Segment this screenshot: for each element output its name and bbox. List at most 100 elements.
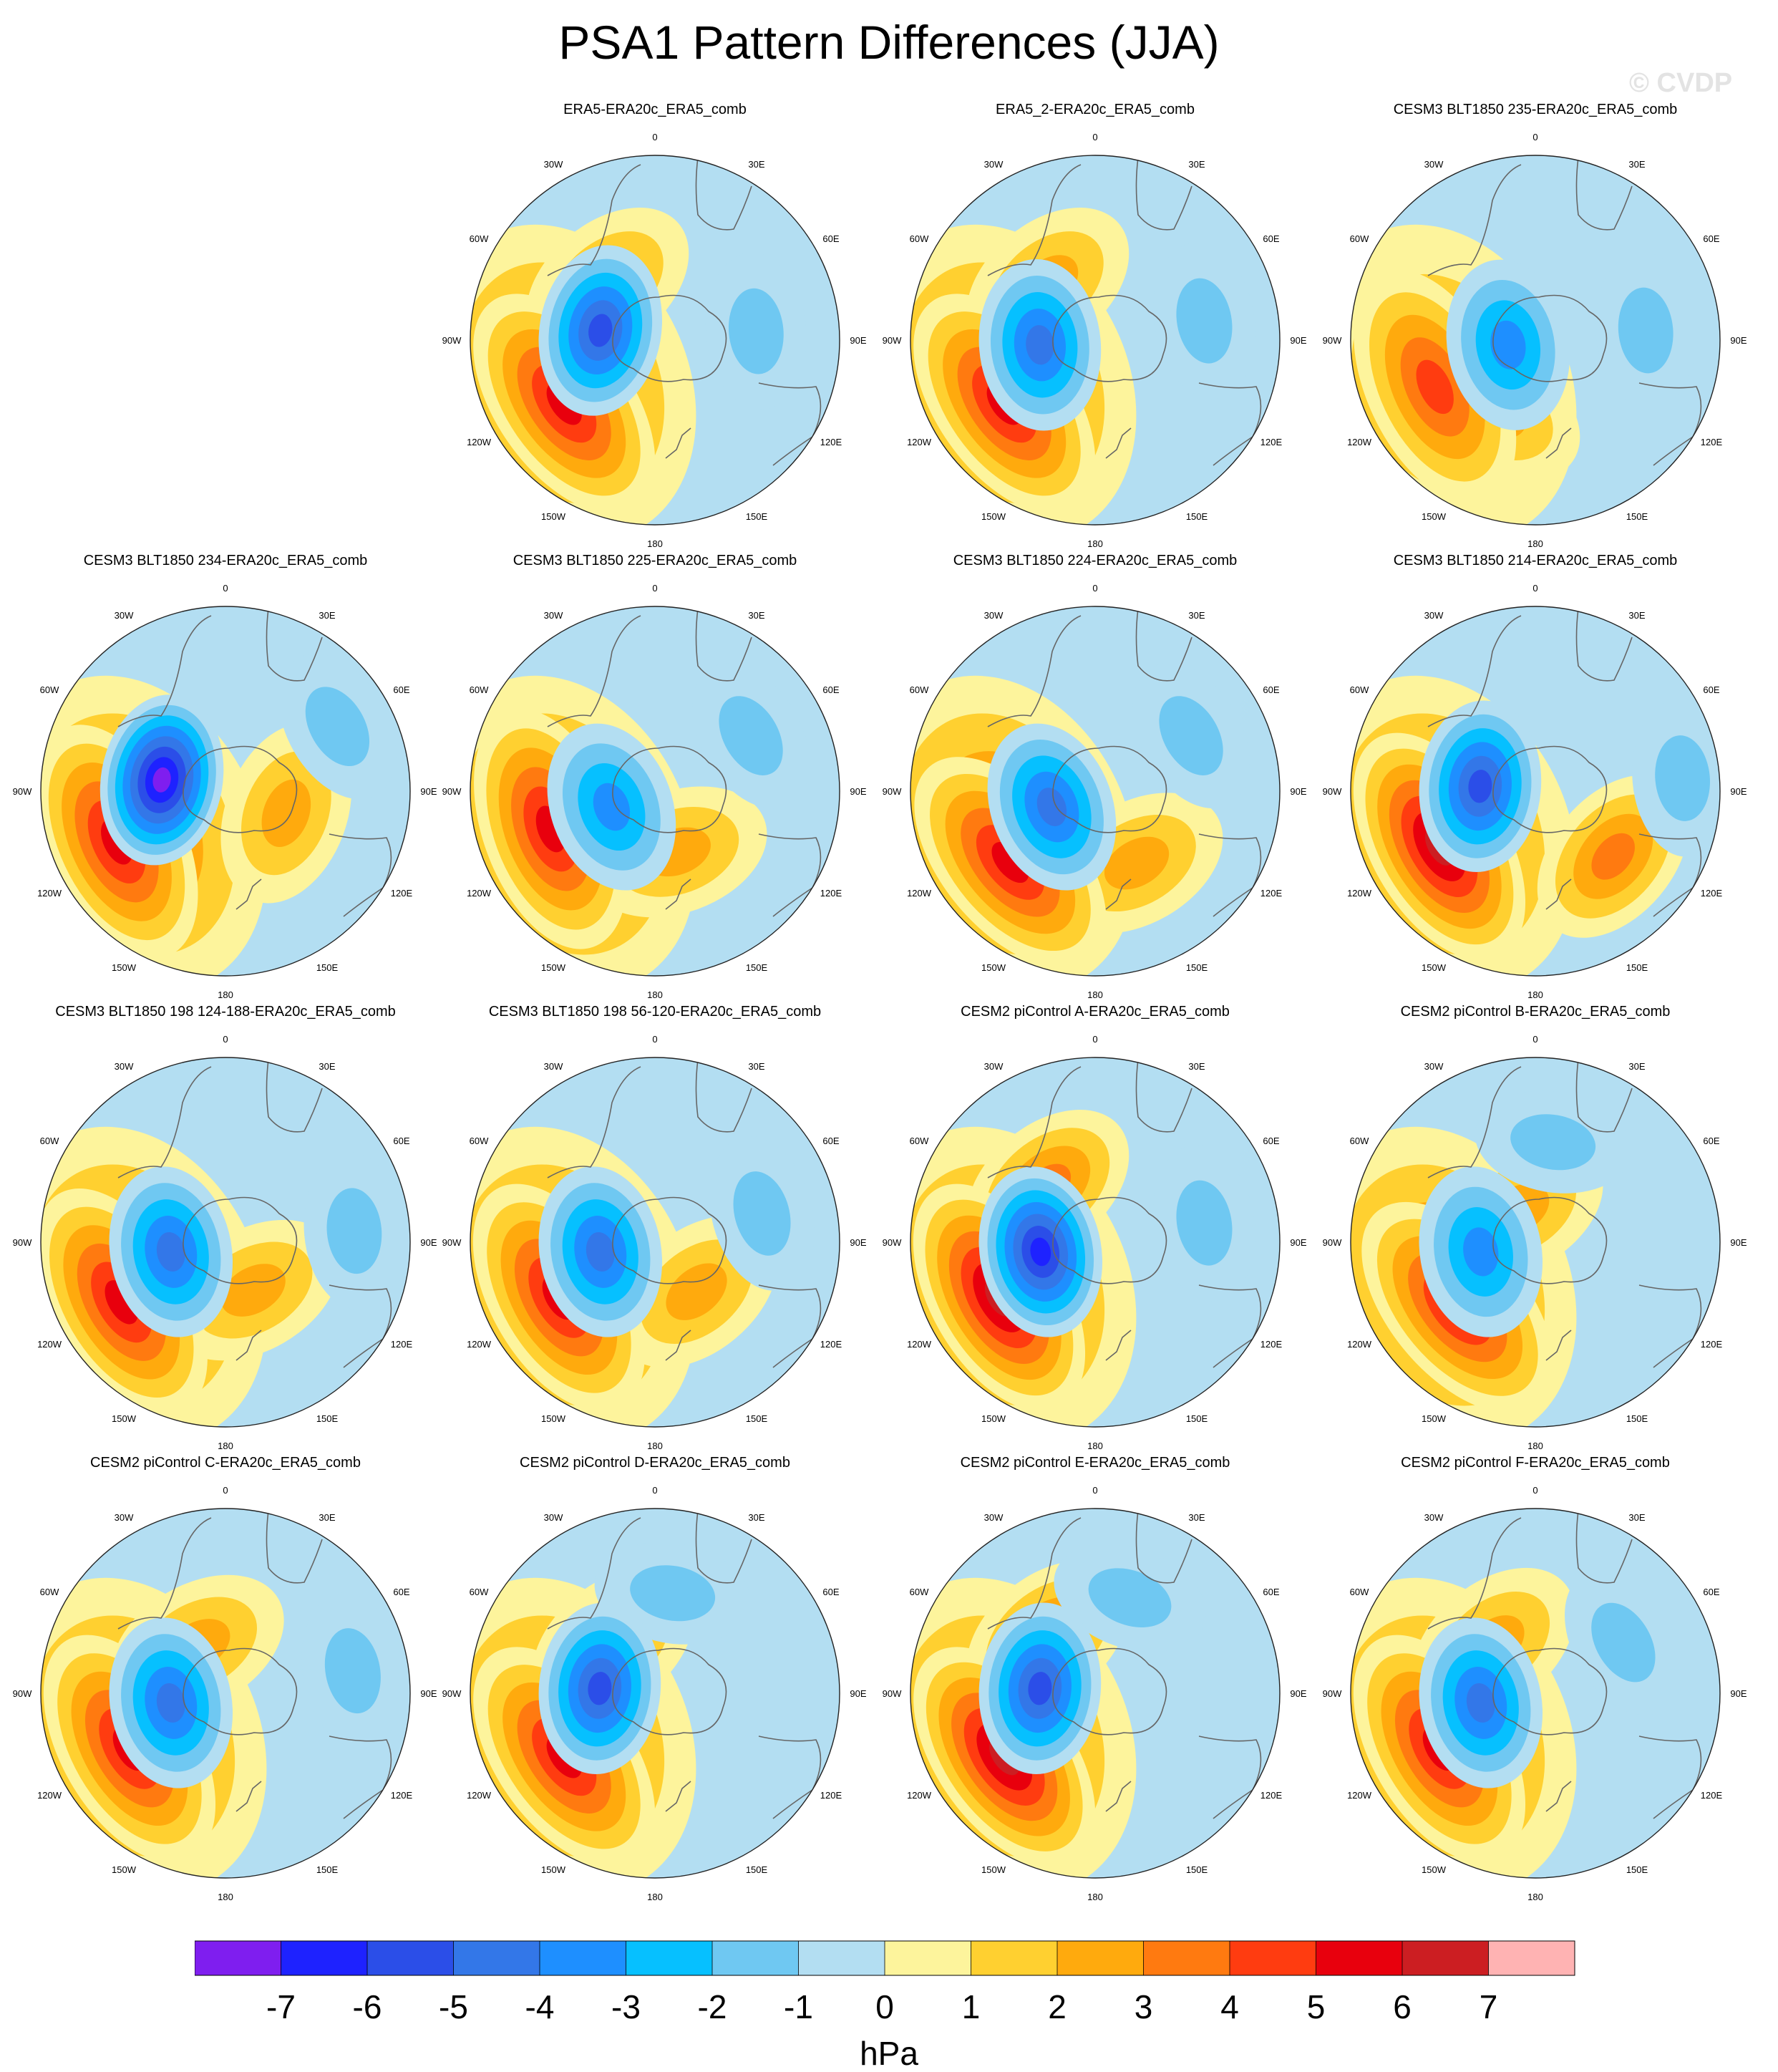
longitude-label: 120W	[907, 888, 932, 899]
longitude-label: 150E	[746, 511, 768, 522]
negative-east	[1054, 1543, 1206, 1652]
south-america-coastline	[1427, 1517, 1522, 1630]
map-border	[470, 155, 840, 526]
longitude-label: 60E	[393, 1587, 409, 1597]
longitude-label: 180	[218, 1892, 233, 1902]
new-zealand-coastline	[1545, 427, 1572, 459]
longitude-label: 60E	[1263, 233, 1279, 244]
longitude-label: 120E	[1701, 1339, 1723, 1350]
negative-east-level-neg1	[1176, 278, 1233, 364]
negative-east	[303, 1152, 405, 1310]
longitude-label: 0	[652, 1034, 657, 1045]
australia-coastline	[758, 1735, 822, 1819]
colorbar-tick-label: -4	[525, 1988, 555, 2025]
panel-title: CESM2 piControl C-ERA20c_ERA5_comb	[90, 1455, 361, 1471]
colorbar-box	[281, 1941, 367, 1975]
africa-coastline	[1135, 608, 1192, 682]
longitude-label: 60W	[1350, 1587, 1369, 1597]
longitude-label: 150E	[1186, 962, 1208, 973]
south-america-coastline	[547, 615, 641, 727]
colorbar-box	[540, 1941, 626, 1975]
negative-east	[1632, 699, 1720, 857]
longitude-label: 120E	[391, 1339, 413, 1350]
negative-min-level-neg4	[1466, 1683, 1495, 1723]
longitude-label: 180	[647, 1892, 663, 1902]
south-america-coastline	[547, 1066, 641, 1178]
map-border	[40, 1508, 411, 1879]
longitude-label: 150E	[746, 962, 768, 973]
longitude-label: 150W	[981, 511, 1006, 522]
map-cesm2-picontrol-d-era20c-era5-comb: 0 30E 60E 90E 120E 150E 180 150W 120W 90W 60W 30W	[442, 1485, 867, 1902]
map-border	[910, 1508, 1281, 1879]
map-cesm2-picontrol-b-era20c-era5-comb: 0 30E 60E 90E 120E 150E 180 150W 120W 90W 60W 30W	[1323, 1034, 1747, 1451]
longitude-label: 60W	[470, 1587, 489, 1597]
longitude-label: 0	[652, 132, 657, 142]
panel-title: CESM3 BLT1850 225-ERA20c_ERA5_comb	[512, 553, 797, 568]
longitude-label: 30W	[115, 1061, 134, 1072]
watermark: © CVDP	[1629, 68, 1733, 98]
negative-min	[547, 723, 676, 891]
longitude-label: 90W	[442, 1688, 462, 1699]
negative-min	[109, 1617, 233, 1788]
longitude-label: 90E	[420, 786, 437, 797]
longitude-label: 30E	[1188, 1061, 1205, 1072]
longitude-label: 180	[1087, 989, 1103, 1000]
africa-coastline	[266, 608, 323, 682]
longitude-label: 0	[1092, 1034, 1097, 1045]
longitude-label: 30E	[1188, 1512, 1205, 1523]
map-era5-era20c-era5-comb: 0 30E 60E 90E 120E 150E 180 150W 120W 90W 60W 30W	[442, 132, 867, 549]
longitude-label: 30W	[544, 610, 563, 621]
panel-title: CESM2 piControl F-ERA20c_ERA5_comb	[1401, 1455, 1670, 1471]
longitude-label: 150W	[1422, 511, 1447, 522]
longitude-label: 150W	[112, 1413, 137, 1424]
map-cesm3-blt1850-234-era20c-era5-comb: 0 30E 60E 90E 120E 150E 180 150W 120W 90W 60W 30W	[13, 583, 437, 1000]
longitude-label: 60E	[1703, 684, 1719, 695]
longitude-label: 60W	[1350, 1136, 1369, 1146]
negative-east-level-neg1	[630, 1565, 716, 1622]
colorbar-box	[1057, 1941, 1144, 1975]
longitude-label: 90E	[1290, 335, 1306, 346]
africa-coastline	[266, 1059, 323, 1133]
longitude-label: 60E	[393, 1136, 409, 1146]
longitude-label: 30E	[748, 1061, 764, 1072]
antarctica-coastline	[1052, 745, 1167, 833]
longitude-label: 0	[223, 1034, 228, 1045]
negative-min	[538, 1166, 663, 1337]
longitude-label: 150W	[981, 962, 1006, 973]
colorbar-tick-label: -1	[784, 1988, 813, 2025]
negative-min	[978, 1602, 1102, 1775]
longitude-label: 180	[1527, 538, 1543, 549]
longitude-label: 0	[1532, 1485, 1537, 1496]
africa-coastline	[1575, 157, 1633, 231]
longitude-label: 120W	[467, 888, 492, 899]
longitude-label: 120W	[37, 1339, 62, 1350]
longitude-label: 120W	[907, 1790, 932, 1801]
map-border	[1350, 606, 1721, 977]
colorbar: -7 -6 -5 -4 -3 -2 -1 0 1 2 3 4 5 6 7	[195, 1940, 1575, 2025]
colorbar-tick-label: -6	[353, 1988, 382, 2025]
map-border	[470, 1057, 840, 1428]
antarctica-coastline	[612, 1647, 727, 1735]
negative-min-level-neg4	[156, 1683, 185, 1723]
africa-coastline	[1135, 1059, 1192, 1133]
longitude-label: 0	[1532, 1034, 1537, 1045]
colorbar-box	[1230, 1941, 1316, 1975]
antarctica-coastline	[183, 1647, 298, 1735]
positive-secondary-level-2	[220, 1264, 286, 1317]
negative-east	[692, 663, 810, 809]
longitude-label: 180	[218, 989, 233, 1000]
negative-min-level-neg4	[156, 1231, 185, 1272]
new-zealand-coastline	[1105, 1330, 1132, 1361]
panel-title: CESM3 BLT1850 214-ERA20c_ERA5_comb	[1393, 553, 1678, 568]
longitude-label: 60W	[1350, 684, 1369, 695]
south-america-coastline	[987, 1066, 1082, 1178]
negative-east	[709, 1136, 815, 1291]
antarctica-coastline	[612, 745, 727, 833]
africa-coastline	[695, 1510, 752, 1584]
negative-min	[1419, 700, 1542, 873]
longitude-label: 120E	[1260, 888, 1283, 899]
longitude-label: 90W	[442, 1237, 462, 1248]
panel-title: CESM2 piControl D-ERA20c_ERA5_comb	[520, 1455, 790, 1471]
longitude-label: 90E	[1290, 1688, 1306, 1699]
